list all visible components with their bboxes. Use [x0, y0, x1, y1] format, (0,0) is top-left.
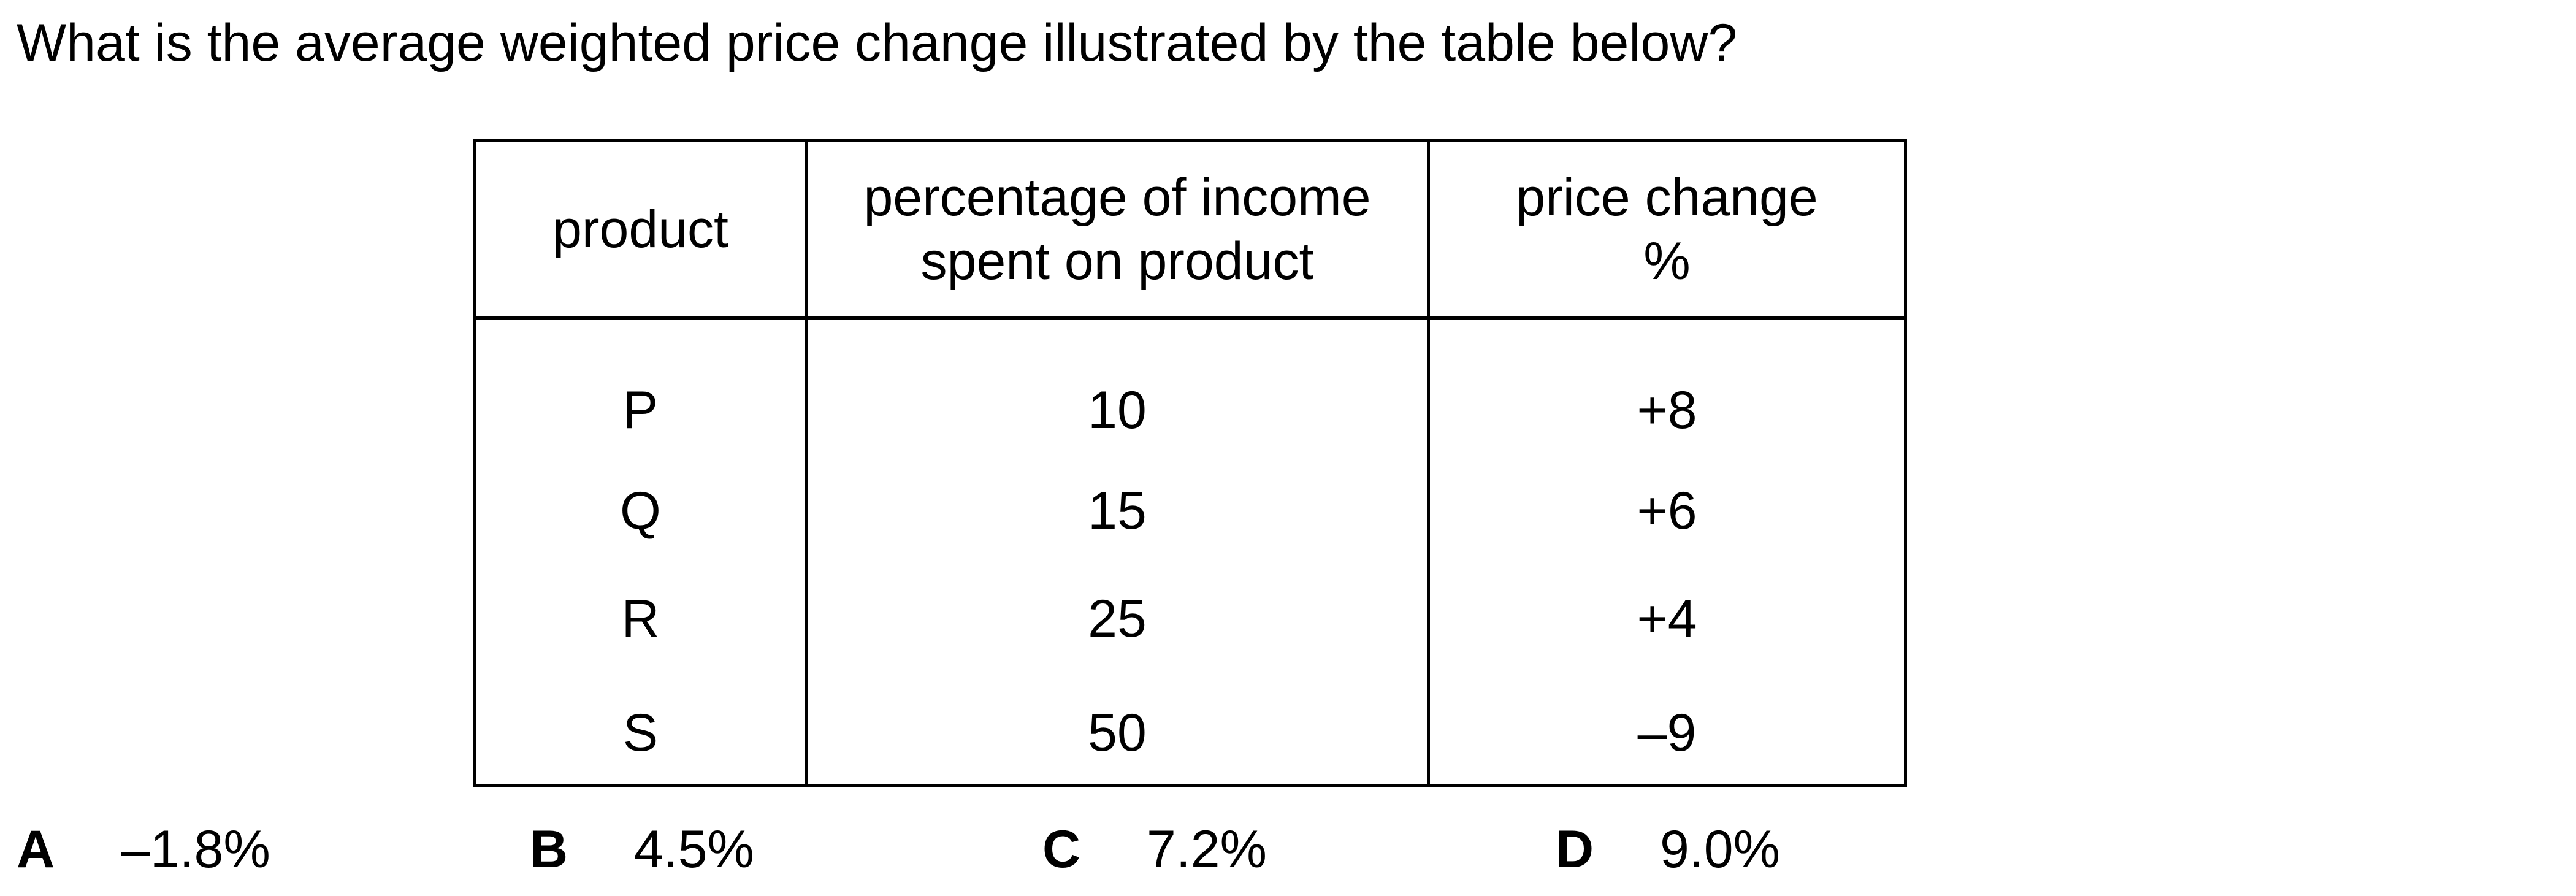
option-value: 4.5% — [634, 820, 755, 879]
header-percentage-line-2: spent on product — [920, 231, 1314, 291]
cell-price-change: +8 — [1427, 318, 1907, 457]
cell-percentage: 10 — [805, 318, 1430, 457]
cell-product: P — [473, 318, 808, 457]
cell-percentage: 25 — [805, 564, 1430, 673]
table-row: S 50 –9 — [473, 672, 1907, 787]
header-percentage-of-income: percentage of income spent on product — [805, 139, 1430, 320]
option-letter: B — [530, 820, 568, 879]
cell-price-change: –9 — [1427, 672, 1907, 787]
option-c[interactable]: C 7.2% — [1042, 819, 1267, 880]
header-product-line-1: product — [552, 199, 728, 259]
option-value: 9.0% — [1660, 820, 1781, 879]
option-value: 7.2% — [1147, 820, 1267, 879]
header-price-change-line-2: % — [1643, 231, 1691, 291]
cell-price-change: +4 — [1427, 564, 1907, 673]
option-d[interactable]: D 9.0% — [1556, 819, 1780, 880]
table-row: Q 15 +6 — [473, 456, 1907, 565]
question-text: What is the average weighted price chang… — [17, 13, 1738, 72]
table-row: P 10 +8 — [473, 318, 1907, 457]
option-a[interactable]: A –1.8% — [17, 819, 270, 880]
option-b[interactable]: B 4.5% — [530, 819, 754, 880]
option-letter: D — [1556, 820, 1594, 879]
header-product: product — [473, 139, 808, 320]
cell-price-change: +6 — [1427, 456, 1907, 565]
table-header-row: product percentage of income spent on pr… — [473, 139, 1907, 320]
cell-product: Q — [473, 456, 808, 565]
data-table-container: product percentage of income spent on pr… — [473, 139, 1907, 787]
cell-percentage: 15 — [805, 456, 1430, 565]
header-price-change: price change % — [1427, 139, 1907, 320]
table-row: R 25 +4 — [473, 564, 1907, 673]
data-table: product percentage of income spent on pr… — [473, 139, 1907, 787]
option-value: –1.8% — [121, 820, 270, 879]
cell-percentage: 50 — [805, 672, 1430, 787]
answer-options: A –1.8% B 4.5% C 7.2% D 9.0% — [0, 819, 2576, 892]
cell-product: S — [473, 672, 808, 787]
header-percentage-line-1: percentage of income — [863, 167, 1371, 227]
option-letter: C — [1042, 820, 1081, 879]
option-letter: A — [17, 820, 55, 879]
header-price-change-line-1: price change — [1516, 167, 1818, 227]
cell-product: R — [473, 564, 808, 673]
